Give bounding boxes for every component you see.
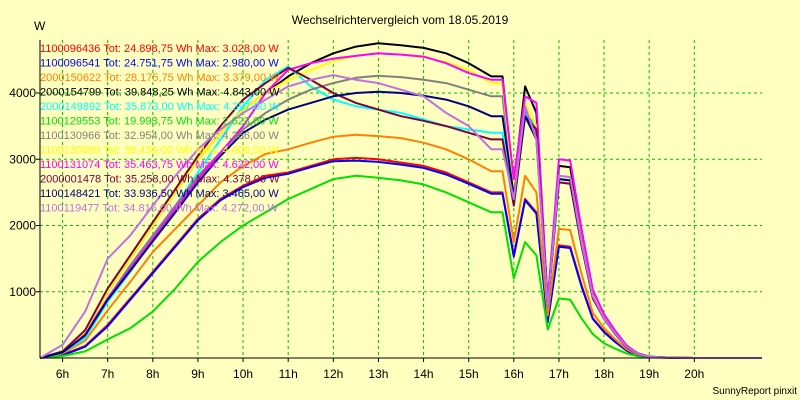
x-tick-label: 14h	[414, 367, 434, 381]
x-tick-label: 20h	[684, 367, 704, 381]
legend-entry: 1100119477 Tot: 34.815,00 Wh Max: 4.272,…	[40, 203, 279, 215]
x-tick-label: 7h	[101, 367, 114, 381]
x-tick-label: 16h	[504, 367, 524, 381]
x-tick-label: 18h	[594, 367, 614, 381]
x-tick-label: 12h	[323, 367, 343, 381]
legend-entry: 1100096436 Tot: 24.898,75 Wh Max: 3.028,…	[40, 43, 279, 55]
y-axis-label: W	[34, 19, 46, 33]
x-tick-label: 17h	[549, 367, 569, 381]
x-tick-label: 11h	[279, 367, 298, 381]
axis-ticks: 6h 7h 8h 9h 10h 11h 12h 13h 14h 15h 16h 17h 18h 19h 20…	[9, 86, 704, 381]
series-line	[39, 74, 762, 359]
y-tick-label: 2000	[9, 219, 36, 233]
legend-entry: 2000150622 Tot: 28.175,75 Wh Max: 3.379,…	[40, 72, 280, 84]
y-tick-label: 3000	[9, 152, 36, 166]
x-tick-label: 13h	[368, 367, 388, 381]
x-tick-label: 10h	[233, 367, 253, 381]
x-tick-label: 15h	[459, 367, 479, 381]
chart-title: Wechselrichtervergleich vom 18.05.2019	[292, 13, 509, 27]
y-tick-label: 4000	[9, 86, 36, 100]
legend-entry: 1100096541 Tot: 24.751,75 Wh Max: 2.980,…	[40, 58, 279, 70]
legend-entry: 2000154799 Tot: 39.848,25 Wh Max: 4.843,…	[40, 87, 280, 99]
series-line	[39, 174, 762, 359]
legend-entry: 1100129553 Tot: 19.993,75 Wh Max: 2.623,…	[40, 116, 279, 128]
footer-credit: SunnyReport pinxit	[713, 386, 798, 397]
legend-entry: 2000149892 Tot: 35.873,00 Wh Max: 4.397,…	[40, 101, 280, 113]
x-tick-label: 9h	[191, 367, 204, 381]
x-tick-label: 6h	[56, 367, 69, 381]
legend-entry: 2000001478 Tot: 35.258,00 Wh Max: 4.378,…	[40, 174, 280, 186]
plot-series	[39, 42, 762, 359]
legend: 1100096436 Tot: 24.898,75 Wh Max: 3.028,…	[40, 43, 280, 215]
series-line	[39, 133, 762, 359]
x-tick-label: 8h	[146, 367, 159, 381]
legend-entry: 1100130966 Tot: 32.954,00 Wh Max: 4.266,…	[40, 130, 279, 142]
legend-entry: 1100130989 Tot: 38.436,00 Wh Max: 4.606,…	[40, 145, 279, 157]
legend-entry: 1100148421 Tot: 33.936,50 Wh Max: 3.465,…	[40, 188, 279, 200]
legend-entry: 1100131074 Tot: 35.463,75 Wh Max: 4.622,…	[40, 159, 279, 171]
x-tick-label: 19h	[639, 367, 659, 381]
y-tick-label: 1000	[9, 285, 36, 299]
